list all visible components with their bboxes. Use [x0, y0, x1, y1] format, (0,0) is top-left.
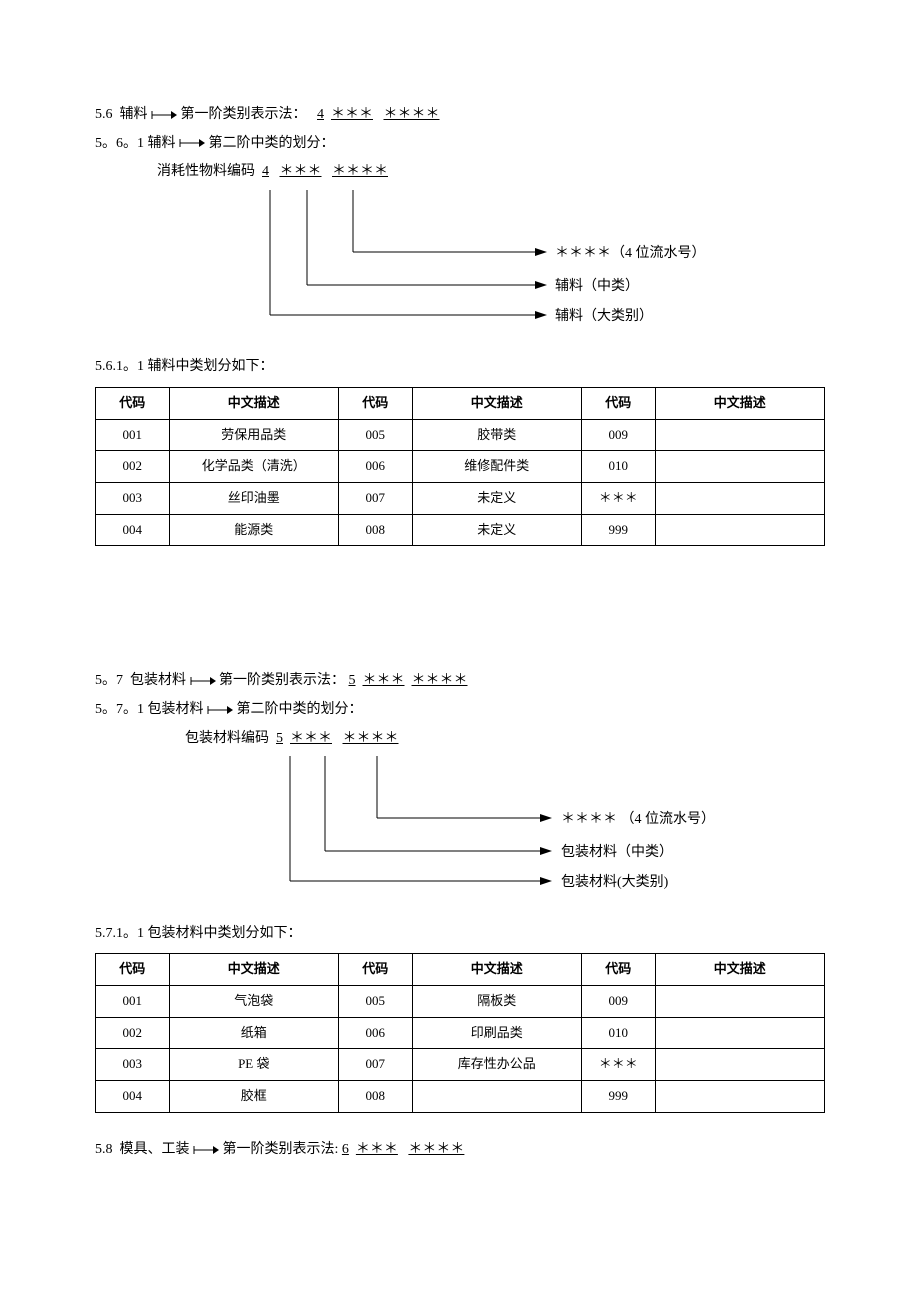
sec-text-b: 第二阶中类的划分：	[209, 136, 335, 151]
th: 代码	[338, 387, 412, 419]
code-label: 消耗性物料编码	[157, 164, 255, 179]
table-row: 003丝印油墨007未定义＊＊＊	[96, 483, 825, 515]
code-label: 包装材料编码	[185, 731, 269, 746]
th: 中文描述	[412, 387, 581, 419]
arrow-right-icon	[179, 137, 205, 149]
tbody-packaging: 001气泡袋005隔板类009 002纸箱006印刷品类010 003PE 袋0…	[96, 986, 825, 1113]
code-stars1: ＊＊＊	[280, 164, 322, 179]
code-stars2: ＊＊＊＊	[412, 673, 468, 688]
table1-caption: 5.6.1。1 辅料中类划分如下：	[95, 354, 825, 381]
th: 代码	[338, 954, 412, 986]
th: 代码	[96, 954, 170, 986]
sec-num: 5.6	[95, 107, 113, 122]
code-stars1: ＊＊＊	[356, 1142, 398, 1157]
th: 中文描述	[655, 954, 824, 986]
table-row: 004胶框008999	[96, 1081, 825, 1113]
section-5-7: 5。7 包装材料 第一阶类别表示法： 5 ＊＊＊ ＊＊＊＊	[95, 668, 825, 695]
sec-num: 5.8	[95, 1142, 113, 1157]
section-5-6: 5.6 辅料 第一阶类别表示法： 4 ＊＊＊ ＊＊＊＊	[95, 102, 825, 129]
th: 代码	[581, 954, 655, 986]
sec-text-b: 第二阶中类的划分：	[237, 702, 363, 717]
code-stars1: ＊＊＊	[331, 107, 373, 122]
arrow-right-icon	[190, 675, 216, 687]
section-5-7-1: 5。7。1 包装材料 第二阶中类的划分：	[95, 697, 825, 724]
code-digit: 6	[342, 1142, 349, 1157]
th: 代码	[581, 387, 655, 419]
table-row: 001劳保用品类005胶带类009	[96, 419, 825, 451]
arrow-right-icon	[151, 109, 177, 121]
table-row: 001气泡袋005隔板类009	[96, 986, 825, 1018]
table-row: 004能源类008未定义999	[96, 514, 825, 546]
legend-serial: ＊＊＊＊（4 位流水号）	[555, 245, 706, 261]
legend-serial: ＊＊＊＊ （4 位流水号）	[561, 811, 715, 827]
table2-caption: 5.7.1。1 包装材料中类划分如下：	[95, 921, 825, 948]
code-digit: 5	[349, 673, 356, 688]
hierarchy-diagram-packaging: ＊＊＊＊ （4 位流水号） 包装材料（中类） 包装材料(大类别)	[95, 756, 825, 907]
code-stars2: ＊＊＊＊	[408, 1142, 464, 1157]
code-line-561: 消耗性物料编码 4 ＊＊＊ ＊＊＊＊	[95, 159, 825, 186]
arrow-right-icon	[207, 704, 233, 716]
sec-text-b: 第一阶类别表示法:	[223, 1142, 339, 1157]
table-auxiliary-codes: 代码 中文描述 代码 中文描述 代码 中文描述 001劳保用品类005胶带类00…	[95, 387, 825, 546]
sec-text-a: 包装材料	[130, 673, 186, 688]
sec-text-a: 模具、工装	[120, 1142, 190, 1157]
legend-mid: 辅料（中类）	[555, 278, 639, 294]
sec-num: 5。6。1 辅料	[95, 136, 176, 151]
sec-num: 5。7。1 包装材料	[95, 702, 204, 717]
legend-major: 辅料（大类别）	[555, 308, 653, 324]
section-5-6-1: 5。6。1 辅料 第二阶中类的划分：	[95, 131, 825, 158]
tbody-auxiliary: 001劳保用品类005胶带类009 002化学品类（清洗）006维修配件类010…	[96, 419, 825, 546]
code-stars2: ＊＊＊＊	[332, 164, 388, 179]
code-digit: 4	[262, 164, 269, 179]
sec-text-a: 辅料	[120, 107, 148, 122]
code-stars2: ＊＊＊＊	[384, 107, 440, 122]
code-line-571: 包装材料编码 5 ＊＊＊ ＊＊＊＊	[95, 726, 825, 753]
section-5-8: 5.8 模具、工装 第一阶类别表示法: 6 ＊＊＊ ＊＊＊＊	[95, 1137, 825, 1164]
table-row: 003PE 袋007库存性办公品＊＊＊	[96, 1049, 825, 1081]
code-digit: 5	[276, 731, 283, 746]
table-row: 002纸箱006印刷品类010	[96, 1017, 825, 1049]
legend-mid: 包装材料（中类）	[561, 844, 673, 860]
table-packaging-codes: 代码 中文描述 代码 中文描述 代码 中文描述 001气泡袋005隔板类009 …	[95, 953, 825, 1112]
th: 中文描述	[169, 954, 338, 986]
code-stars1: ＊＊＊	[363, 673, 405, 688]
table-row: 002化学品类（清洗）006维修配件类010	[96, 451, 825, 483]
sec-num: 5。7	[95, 673, 123, 688]
th: 中文描述	[169, 387, 338, 419]
legend-major: 包装材料(大类别)	[561, 874, 669, 890]
arrow-right-icon	[193, 1144, 219, 1156]
sec-text-b: 第一阶类别表示法：	[219, 673, 345, 688]
code-digit: 4	[317, 107, 324, 122]
th: 中文描述	[655, 387, 824, 419]
code-stars2: ＊＊＊＊	[343, 731, 399, 746]
th: 代码	[96, 387, 170, 419]
code-stars1: ＊＊＊	[290, 731, 332, 746]
th: 中文描述	[412, 954, 581, 986]
sec-text-b: 第一阶类别表示法：	[181, 107, 307, 122]
hierarchy-diagram-auxiliary: ＊＊＊＊（4 位流水号） 辅料（中类） 辅料（大类别）	[95, 190, 825, 341]
